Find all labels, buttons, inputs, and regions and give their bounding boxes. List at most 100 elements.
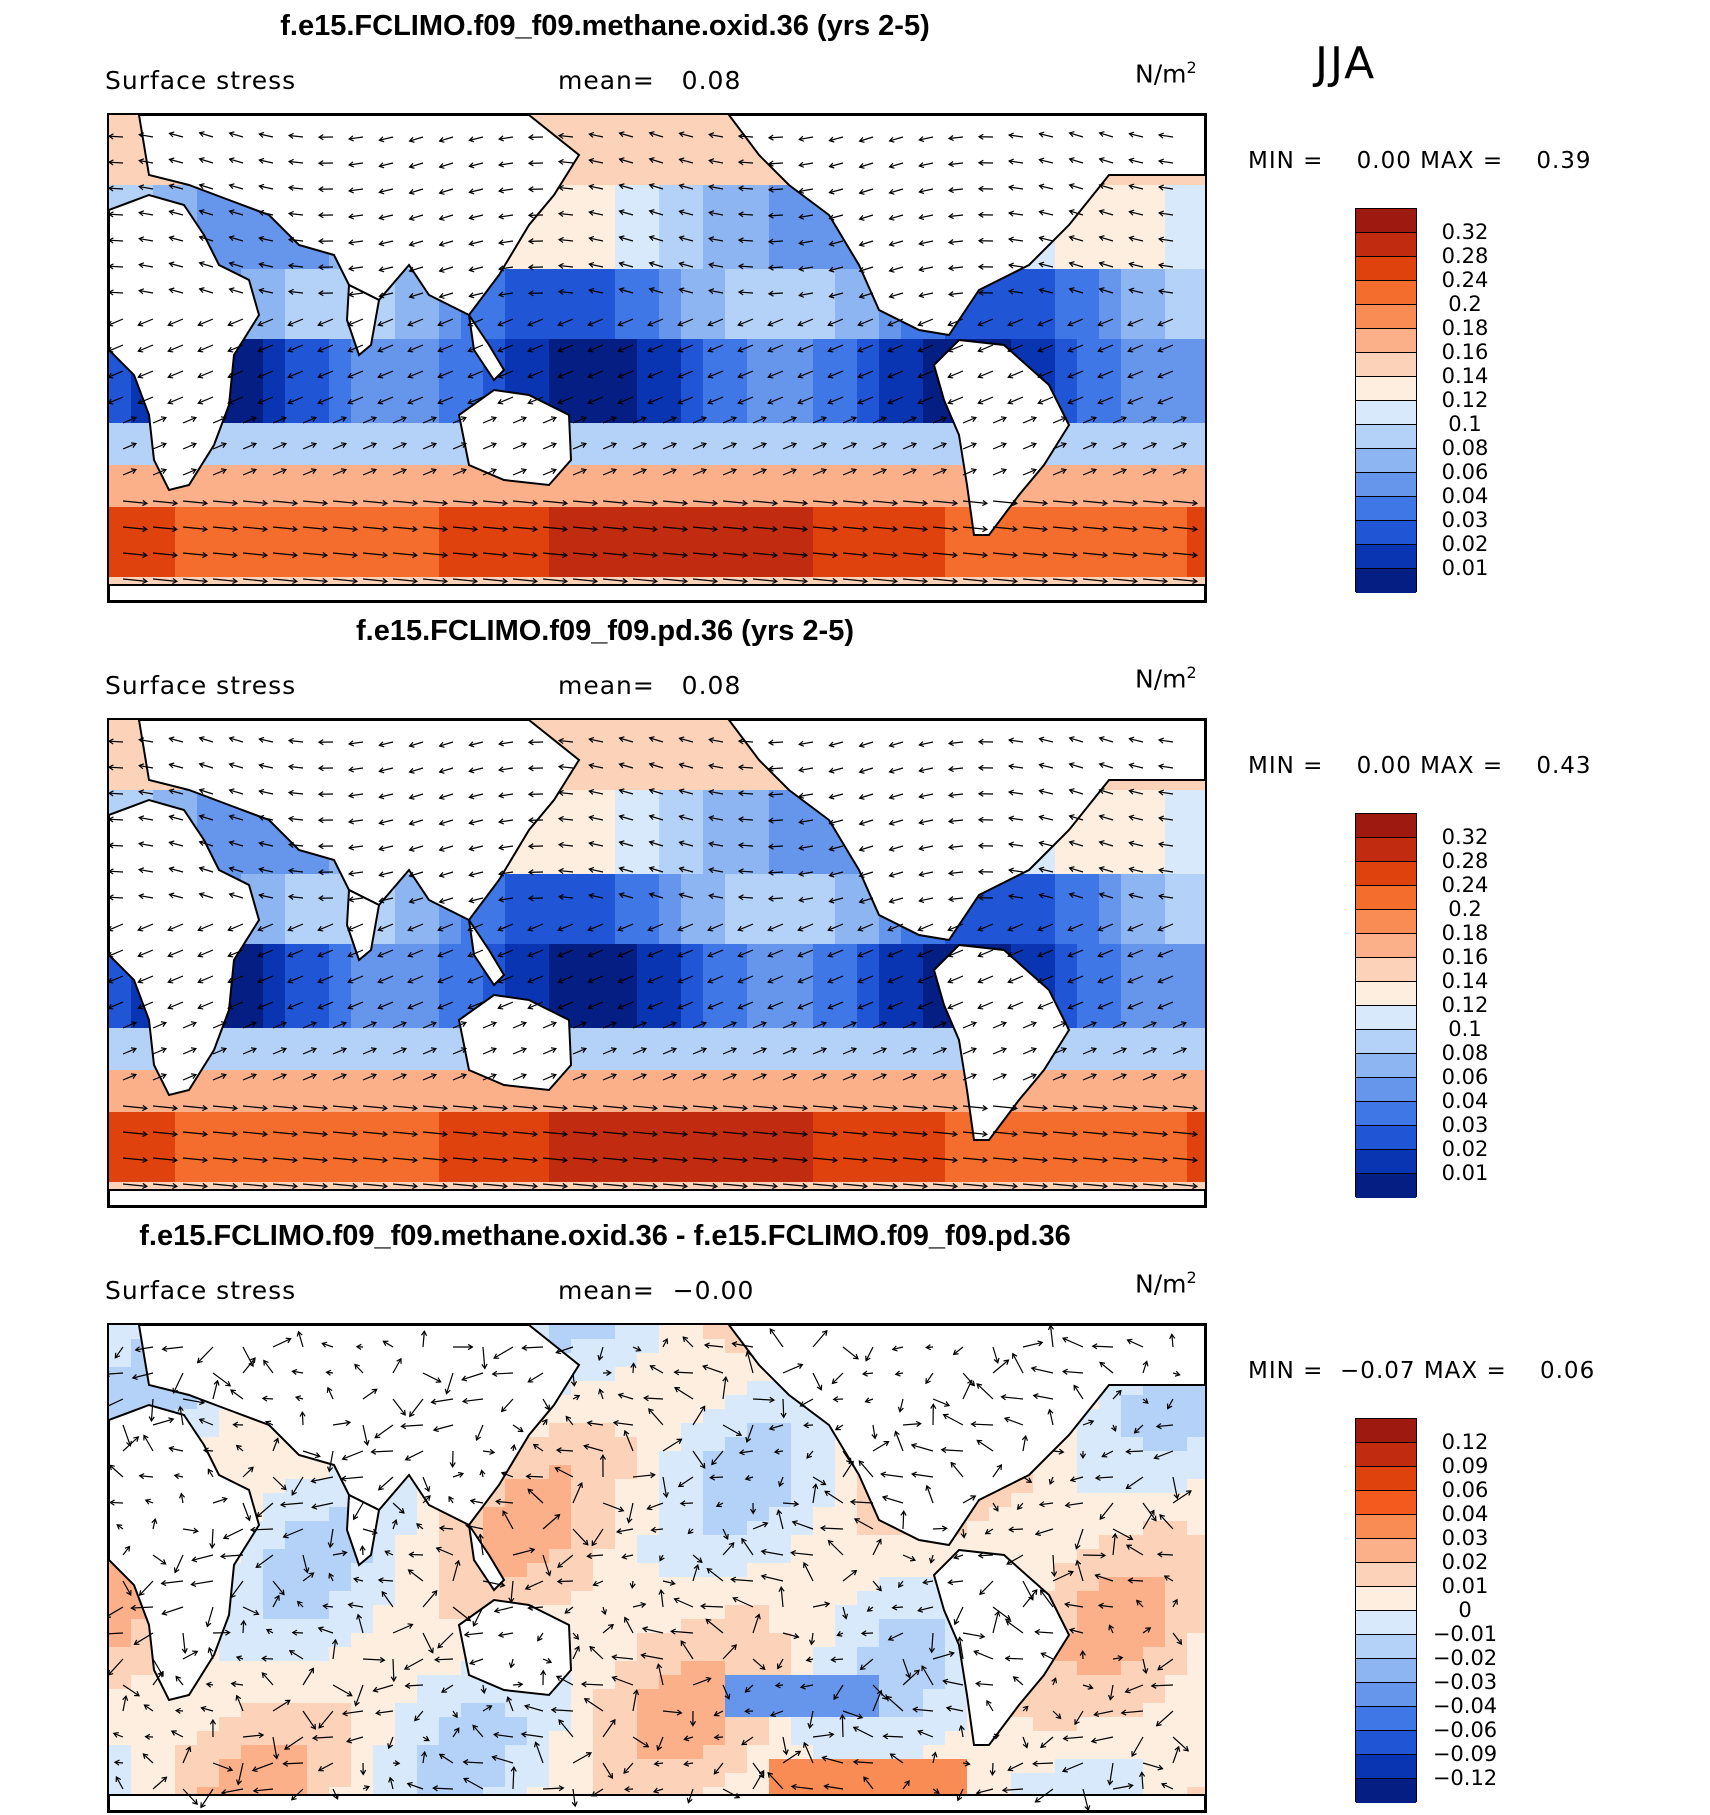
wind-vector-head — [587, 372, 594, 379]
field-cell — [307, 311, 330, 326]
wind-vector-head — [322, 551, 329, 559]
field-cell — [1187, 199, 1205, 214]
wind-vector — [122, 578, 147, 582]
field-cell — [285, 916, 308, 931]
wind-vector-head — [467, 346, 474, 353]
field-cell — [307, 367, 330, 382]
field-cell — [395, 325, 418, 340]
field-cell — [637, 846, 660, 861]
wind-vector-head — [1090, 416, 1097, 422]
field-cell — [615, 465, 638, 480]
field-cell — [439, 521, 462, 536]
field-cell — [549, 269, 572, 284]
wind-vector — [1129, 159, 1144, 164]
field-cell — [285, 958, 308, 973]
field-cell — [747, 381, 770, 396]
wind-vector-head — [618, 183, 625, 190]
wind-vector-head — [648, 736, 655, 742]
field-cell — [219, 1168, 242, 1183]
field-cell — [1099, 790, 1122, 805]
field-cell — [461, 1112, 484, 1127]
field-cell — [263, 860, 286, 875]
field-cell — [1033, 353, 1056, 368]
wind-vector — [949, 741, 964, 745]
wind-vector-head — [109, 289, 114, 296]
wind-vector-head — [708, 184, 715, 191]
field-cell — [637, 818, 660, 833]
field-cell — [725, 185, 748, 200]
wind-vector-head — [408, 214, 415, 221]
field-cell — [461, 507, 484, 522]
field-cell — [813, 395, 836, 410]
wind-vector — [918, 396, 934, 404]
field-cell — [1187, 297, 1205, 312]
wind-vector-head — [828, 214, 835, 221]
field-cell — [307, 916, 330, 931]
field-cell — [1165, 1084, 1188, 1099]
field-cell — [153, 563, 176, 578]
wind-vector-head — [1157, 288, 1164, 295]
wind-vector-head — [382, 551, 389, 559]
wind-vector — [289, 290, 304, 294]
field-cell — [769, 255, 792, 270]
field-cell — [703, 930, 726, 945]
colorbar-label: 0.2 — [1448, 292, 1482, 316]
field-cell — [197, 535, 220, 550]
wind-vector-head — [1007, 288, 1014, 295]
wind-vector-head — [588, 131, 595, 138]
field-cell — [395, 1014, 418, 1029]
field-cell — [791, 255, 814, 270]
field-cell — [1165, 241, 1188, 256]
field-cell — [1187, 1028, 1205, 1043]
field-cell — [571, 1154, 594, 1169]
field-cell — [857, 1028, 880, 1043]
field-cell — [373, 1028, 396, 1043]
field-cell — [461, 381, 484, 396]
field-cell — [747, 986, 770, 1001]
wind-vector-head — [340, 468, 347, 474]
wind-vector — [229, 158, 244, 164]
field-cell — [703, 874, 726, 889]
wind-vector-head — [109, 738, 114, 745]
field-cell — [989, 902, 1012, 917]
colorbar-swatch — [1356, 281, 1416, 305]
wind-vector-head — [982, 577, 989, 585]
field-cell — [1099, 409, 1122, 424]
wind-vector — [709, 237, 724, 242]
wind-vector — [1158, 344, 1174, 352]
wind-vector-head — [708, 737, 715, 744]
field-cell — [549, 930, 572, 945]
field-cell — [637, 493, 660, 508]
stress-map — [107, 113, 1207, 603]
wind-vector-head — [798, 161, 805, 168]
field-cell — [373, 1126, 396, 1141]
field-cell — [329, 549, 352, 564]
wind-vector-head — [232, 577, 239, 585]
field-cell — [615, 353, 638, 368]
wind-vector-head — [592, 551, 599, 559]
wind-vector-head — [858, 292, 865, 299]
wind-vector-head — [947, 766, 954, 773]
field-cell — [329, 521, 352, 536]
wind-vector-head — [798, 291, 805, 298]
field-cell — [241, 818, 264, 833]
field-cell — [549, 199, 572, 214]
colorbar-swatch — [1356, 473, 1416, 497]
wind-vector-head — [798, 740, 805, 747]
field-cell — [1187, 437, 1205, 452]
wind-vector — [379, 767, 394, 772]
wind-vector — [782, 468, 797, 476]
field-cell — [109, 776, 132, 791]
field-cell — [901, 972, 924, 987]
field-cell — [395, 297, 418, 312]
field-cell — [725, 804, 748, 819]
wind-vector-head — [910, 442, 917, 448]
wind-vector-head — [827, 346, 834, 353]
wind-vector-head — [622, 551, 629, 559]
field-cell — [285, 395, 308, 410]
wind-vector — [662, 468, 677, 476]
wind-vector-head — [557, 158, 564, 166]
field-cell — [417, 395, 440, 410]
field-cell — [197, 493, 220, 508]
wind-vector-head — [317, 264, 324, 271]
